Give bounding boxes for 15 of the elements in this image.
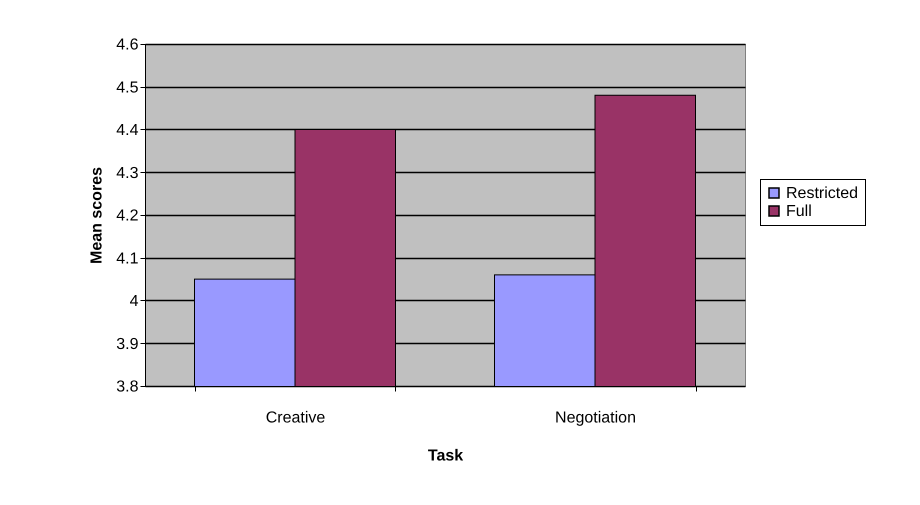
y-tick-label: 4.6 [116,36,139,54]
legend-label: Full [786,203,812,220]
y-tick-label: 4 [130,293,139,310]
legend-label: Restricted [786,185,858,202]
y-tick-label: 4.5 [116,79,139,96]
x-tick-label: Negotiation [555,410,636,426]
y-tick-label: 4.1 [116,250,139,268]
y-tick-label: 4.4 [116,122,139,139]
y-tick-label: 4.3 [116,164,139,182]
y-axis-title: Mean scores [88,166,106,264]
x-tick-label: Creative [266,410,326,426]
y-tick-label: 3.8 [116,378,139,396]
y-tick-label: 4.2 [116,208,139,224]
y-tick-label: 3.9 [116,336,139,353]
x-axis-title: Task [428,448,464,464]
